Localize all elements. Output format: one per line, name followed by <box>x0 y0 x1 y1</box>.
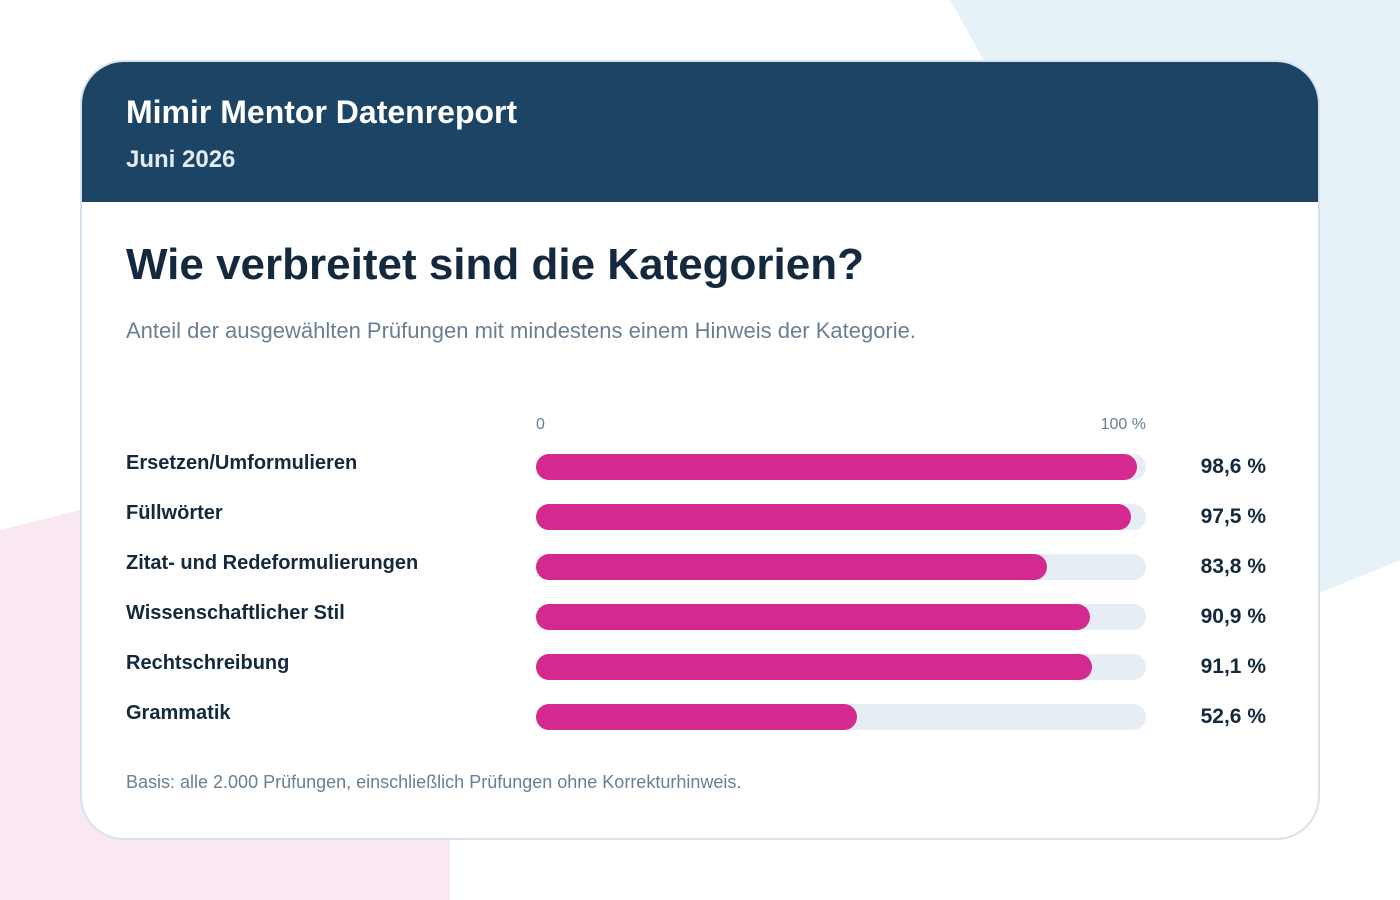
bar <box>536 604 1091 630</box>
bar <box>536 654 1092 680</box>
report-period: Juni 2026 <box>126 146 236 173</box>
bar-row: Rechtschreibung 91,1 % <box>82 652 1318 702</box>
bar-row: Grammatik 52,6 % <box>82 702 1318 752</box>
bar-track <box>536 504 1146 530</box>
category-label: Rechtschreibung <box>126 652 290 674</box>
bar-track <box>536 454 1146 480</box>
category-label: Wissenschaftlicher Stil <box>126 602 345 624</box>
bar-row: Füllwörter 97,5 % <box>82 502 1318 552</box>
bar-track <box>536 604 1146 630</box>
category-label: Grammatik <box>126 702 231 724</box>
bar-row: Zitat- und Redeformulierungen 83,8 % <box>82 552 1318 602</box>
category-label: Füllwörter <box>126 502 223 524</box>
chart-title: Wie verbreitet sind die Kategorien? <box>126 240 864 289</box>
value-label: 90,9 % <box>1200 605 1266 628</box>
axis-max-label: 100 % <box>1100 416 1146 433</box>
value-label: 91,1 % <box>1200 655 1266 678</box>
chart-subtitle: Anteil der ausgewählten Prüfungen mit mi… <box>126 318 916 343</box>
report-card: Mimir Mentor Datenreport Juni 2026 Wie v… <box>80 60 1320 840</box>
bar-row: Wissenschaftlicher Stil 90,9 % <box>82 602 1318 652</box>
value-label: 98,6 % <box>1200 455 1266 478</box>
category-label: Zitat- und Redeformulierungen <box>126 552 419 574</box>
bar <box>536 454 1138 480</box>
bar-track <box>536 654 1146 680</box>
category-label: Ersetzen/Umformulieren <box>126 452 358 474</box>
value-label: 52,6 % <box>1200 705 1266 728</box>
value-label: 83,8 % <box>1200 555 1266 578</box>
bar <box>536 554 1048 580</box>
bar <box>536 704 857 730</box>
bar-row: Ersetzen/Umformulieren 98,6 % <box>82 452 1318 502</box>
value-label: 97,5 % <box>1200 505 1266 528</box>
brand-title: Mimir Mentor Datenreport <box>126 94 518 130</box>
bar-track <box>536 554 1146 580</box>
bar-track <box>536 704 1146 730</box>
chart-footnote: Basis: alle 2.000 Prüfungen, einschließl… <box>126 772 742 792</box>
axis-min-label: 0 <box>536 416 545 433</box>
bar <box>536 504 1131 530</box>
report-header: Mimir Mentor Datenreport Juni 2026 <box>82 62 1318 202</box>
